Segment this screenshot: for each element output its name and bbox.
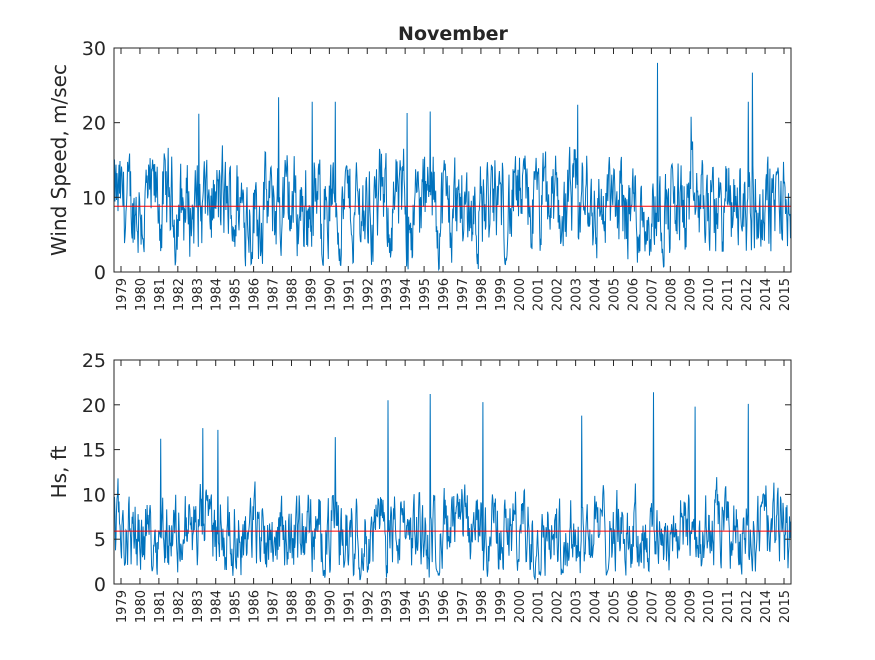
x-tick-label: 1995 <box>418 278 433 311</box>
x-tick-label: 2014 <box>759 278 774 311</box>
x-tick-label: 1997 <box>456 590 471 623</box>
x-tick-label: 2012 <box>740 278 755 311</box>
x-tick-label: 2009 <box>683 278 698 311</box>
x-tick-label: 1995 <box>418 590 433 623</box>
x-tick-label: 1979 <box>115 590 130 623</box>
y-tick-label: 30 <box>82 38 106 60</box>
x-tick-label: 1986 <box>248 278 263 311</box>
y-tick-label: 15 <box>82 440 106 462</box>
x-tick-label: 2000 <box>513 278 528 311</box>
y-tick-label: 25 <box>82 350 106 372</box>
x-tick-label: 2006 <box>626 278 641 311</box>
x-tick-label: 1983 <box>191 278 206 311</box>
y-axis-label-bottom: Hs, ft <box>47 445 71 498</box>
x-tick-label: 1989 <box>304 278 319 311</box>
x-tick-label: 2012 <box>740 590 755 623</box>
x-tick-label: 2010 <box>702 278 717 311</box>
y-tick-label: 0 <box>94 262 106 284</box>
x-tick-label: 1988 <box>285 278 300 311</box>
x-tick-label: 2009 <box>683 590 698 623</box>
chart-title: November <box>398 23 509 45</box>
x-tick-label: 2007 <box>645 278 660 311</box>
x-tick-label: 1998 <box>475 278 490 311</box>
x-tick-label: 2005 <box>608 278 623 311</box>
x-tick-label: 2001 <box>532 590 547 623</box>
x-tick-label: 2007 <box>645 590 660 623</box>
x-tick-label: 2003 <box>570 590 585 623</box>
x-tick-label: 2011 <box>721 278 736 311</box>
x-tick-label: 1992 <box>361 278 376 311</box>
y-tick-label: 5 <box>94 529 106 551</box>
x-tick-label: 2003 <box>570 278 585 311</box>
x-tick-label: 1999 <box>494 590 509 623</box>
x-tick-label: 1989 <box>304 590 319 623</box>
x-tick-label: 1985 <box>229 590 244 623</box>
x-tick-label: 1982 <box>172 590 187 623</box>
x-tick-label: 1993 <box>380 590 395 623</box>
x-tick-label: 2010 <box>702 590 717 623</box>
y-tick-label: 0 <box>94 574 106 596</box>
axes-box <box>113 47 792 273</box>
x-tick-label: 2011 <box>721 590 736 623</box>
x-tick-label: 1983 <box>191 590 206 623</box>
x-tick-label: 1999 <box>494 278 509 311</box>
x-tick-label: 1980 <box>134 590 149 623</box>
x-tick-label: 2004 <box>589 590 604 623</box>
x-tick-label: 2008 <box>664 590 679 623</box>
x-tick-label: 1981 <box>153 278 168 311</box>
data-series-line <box>113 392 792 581</box>
x-tick-label: 1988 <box>285 590 300 623</box>
x-tick-label: 1980 <box>134 278 149 311</box>
x-tick-label: 1987 <box>267 278 282 311</box>
x-tick-label: 2005 <box>608 590 623 623</box>
x-tick-label: 1984 <box>210 590 225 623</box>
x-tick-label: 2004 <box>589 278 604 311</box>
x-tick-label: 1994 <box>399 278 414 311</box>
x-tick-label: 1994 <box>399 590 414 623</box>
y-tick-label: 20 <box>82 395 106 417</box>
y-tick-label: 10 <box>82 187 106 209</box>
x-tick-label: 1996 <box>437 590 452 623</box>
y-tick-label: 20 <box>82 113 106 135</box>
x-tick-label: 1991 <box>342 278 357 311</box>
x-tick-label: 1996 <box>437 278 452 311</box>
x-tick-label: 2015 <box>778 590 793 623</box>
data-series-line <box>113 62 792 272</box>
x-tick-label: 1991 <box>342 590 357 623</box>
x-tick-label: 2008 <box>664 278 679 311</box>
x-tick-label: 1982 <box>172 278 187 311</box>
x-tick-label: 1985 <box>229 278 244 311</box>
x-tick-label: 2006 <box>626 590 641 623</box>
x-tick-label: 1998 <box>475 590 490 623</box>
x-tick-label: 2015 <box>778 278 793 311</box>
x-tick-label: 1987 <box>267 590 282 623</box>
x-tick-label: 2000 <box>513 590 528 623</box>
x-tick-label: 1993 <box>380 278 395 311</box>
x-tick-label: 1984 <box>210 278 225 311</box>
x-tick-label: 1986 <box>248 590 263 623</box>
x-tick-label: 1990 <box>323 278 338 311</box>
axes-box <box>113 359 792 585</box>
y-axis-label-top: Wind Speed, m/sec <box>47 64 71 256</box>
x-tick-label: 1979 <box>115 278 130 311</box>
x-tick-label: 2002 <box>551 590 566 623</box>
x-tick-label: 1997 <box>456 278 471 311</box>
x-tick-label: 2002 <box>551 278 566 311</box>
x-tick-label: 1992 <box>361 590 376 623</box>
x-tick-label: 1990 <box>323 590 338 623</box>
x-tick-label: 1981 <box>153 590 168 623</box>
y-tick-label: 10 <box>82 484 106 506</box>
x-tick-label: 2014 <box>759 590 774 623</box>
x-tick-label: 2001 <box>532 278 547 311</box>
